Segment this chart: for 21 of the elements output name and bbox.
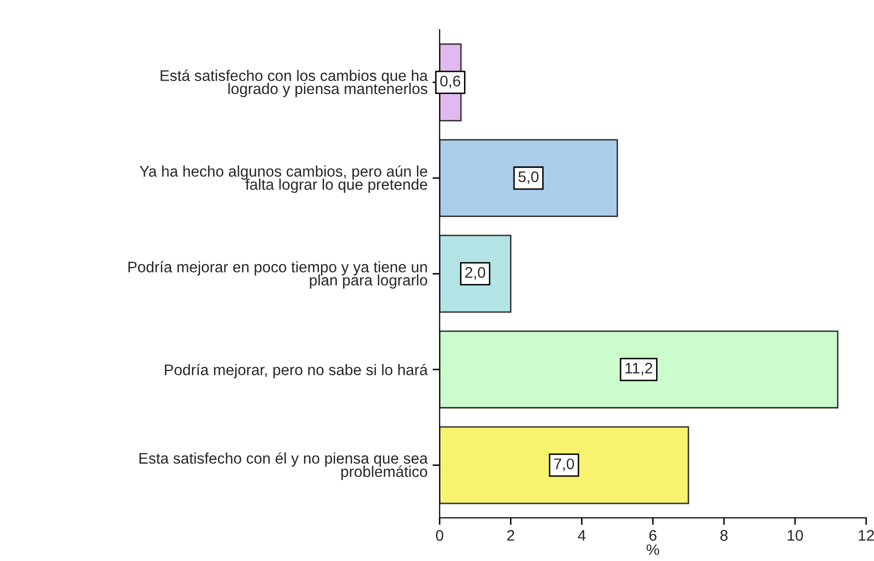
data-label: 0,6 [440,76,460,88]
y-tick-label: Ya ha hecho algunos cambios, pero aún le falta lograr lo que pretende [140,165,428,193]
data-label: 5,0 [518,171,538,184]
x-tick-label: 6 [649,530,656,541]
y-tick-label: Podría mejorar en poco tiempo y ya tiene un plan para lograrlo [128,261,428,289]
data-label: 7,0 [554,458,574,472]
bar [440,139,618,218]
x-tick-label: 8 [720,530,728,541]
x-axis-title: % [646,544,660,556]
y-tick-label: Está satisfecho con los cambios que ha logrado y piensa mantenerlos [160,70,428,98]
data-label: 2,0 [465,267,486,280]
x-tick-label: 0 [436,530,444,541]
x-tick-label: 12 [858,530,874,541]
x-tick-label: 2 [507,530,514,541]
y-tick-label: Esta satisfecho con él y no piensa que sea problemático [139,452,428,480]
x-tick-label: 4 [578,530,586,541]
data-label: 11,2 [626,362,652,376]
bar [440,426,690,504]
y-tick-label: Podría mejorar, pero no sabe si lo hará [164,364,428,378]
bar [440,330,838,408]
x-tick-label: 10 [788,530,803,541]
